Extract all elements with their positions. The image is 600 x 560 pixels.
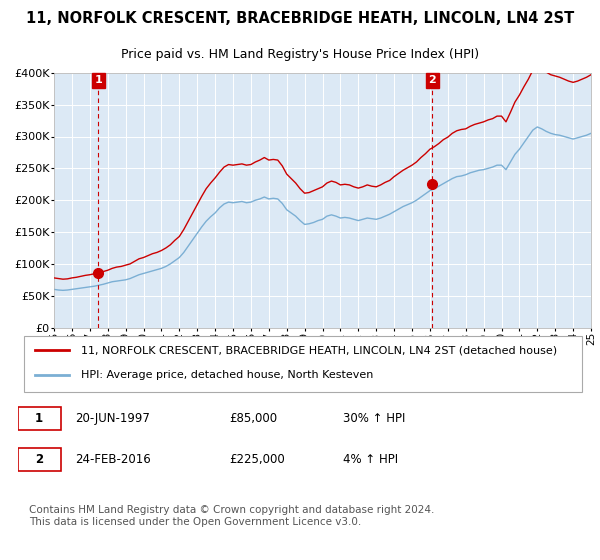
Text: 11, NORFOLK CRESCENT, BRACEBRIDGE HEATH, LINCOLN, LN4 2ST (detached house): 11, NORFOLK CRESCENT, BRACEBRIDGE HEATH,…	[80, 346, 557, 356]
Text: 1: 1	[94, 76, 102, 85]
Text: 2: 2	[35, 453, 43, 466]
Text: £85,000: £85,000	[229, 412, 277, 425]
Text: £225,000: £225,000	[229, 453, 284, 466]
Text: 1: 1	[35, 412, 43, 425]
Text: HPI: Average price, detached house, North Kesteven: HPI: Average price, detached house, Nort…	[80, 370, 373, 380]
Text: Contains HM Land Registry data © Crown copyright and database right 2024.
This d: Contains HM Land Registry data © Crown c…	[29, 505, 435, 527]
Text: 24-FEB-2016: 24-FEB-2016	[75, 453, 151, 466]
Text: 30% ↑ HPI: 30% ↑ HPI	[343, 412, 405, 425]
Text: 11, NORFOLK CRESCENT, BRACEBRIDGE HEATH, LINCOLN, LN4 2ST: 11, NORFOLK CRESCENT, BRACEBRIDGE HEATH,…	[26, 11, 574, 26]
FancyBboxPatch shape	[18, 407, 61, 431]
FancyBboxPatch shape	[18, 448, 61, 471]
Text: Price paid vs. HM Land Registry's House Price Index (HPI): Price paid vs. HM Land Registry's House …	[121, 48, 479, 61]
FancyBboxPatch shape	[24, 336, 582, 392]
Text: 4% ↑ HPI: 4% ↑ HPI	[343, 453, 398, 466]
Text: 2: 2	[428, 76, 436, 85]
Text: 20-JUN-1997: 20-JUN-1997	[75, 412, 150, 425]
